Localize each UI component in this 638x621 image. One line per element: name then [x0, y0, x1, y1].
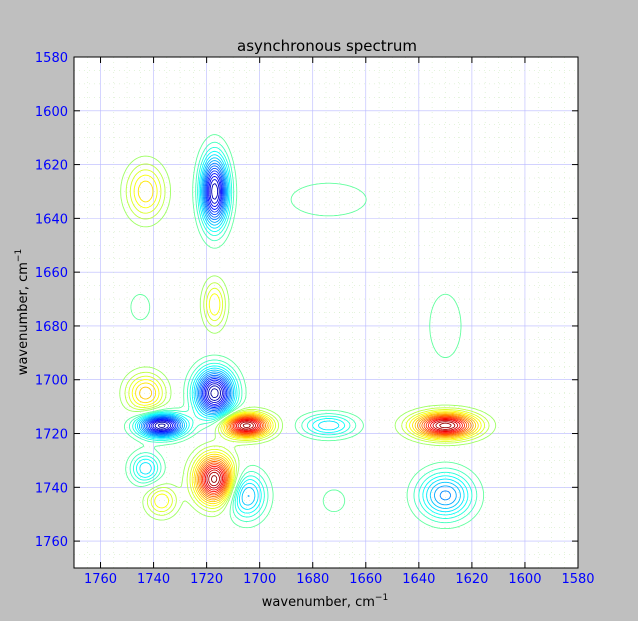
contour-line	[198, 414, 472, 499]
y-tick-label: 1740	[35, 481, 68, 496]
x-tick-label: 1700	[243, 572, 276, 587]
contour-line	[210, 422, 452, 483]
contour-line	[131, 174, 482, 509]
contour-line	[154, 183, 222, 430]
contour-line	[128, 169, 486, 513]
contour-line	[200, 416, 468, 496]
y-tick-label: 1620	[35, 159, 68, 174]
x-axis-label-exponent: −1	[375, 593, 388, 603]
x-tick-label: 1580	[561, 572, 594, 587]
plot-area	[73, 56, 579, 569]
x-tick-label: 1640	[402, 572, 435, 587]
contour-line	[135, 180, 479, 505]
contour-line	[119, 155, 497, 521]
x-axis-label-text: wavenumber, cm	[262, 595, 375, 610]
contour-line	[139, 386, 477, 503]
y-tick-label: 1600	[35, 105, 68, 120]
y-axis-label: wavenumber, cm−1	[14, 249, 31, 375]
contour-line	[138, 157, 461, 509]
y-tick-label: 1660	[35, 266, 68, 281]
plot-frame	[73, 56, 579, 569]
x-axis-label: wavenumber, cm−1	[262, 593, 388, 610]
contour-line	[202, 417, 466, 494]
y-tick-label: 1760	[35, 535, 68, 550]
y-tick-label: 1680	[35, 320, 68, 335]
chart-title: asynchronous spectrum	[237, 37, 417, 55]
y-tick-label: 1700	[35, 374, 68, 389]
contour-line	[144, 165, 230, 435]
contour-line	[145, 167, 229, 435]
contour-line	[123, 134, 485, 530]
contour-line	[137, 154, 465, 513]
contour-line	[150, 175, 225, 432]
y-tick-label: 1640	[35, 212, 68, 227]
contour-line	[204, 419, 461, 491]
contour-line	[132, 146, 473, 519]
contour-line	[203, 418, 463, 493]
x-tick-label: 1720	[190, 572, 223, 587]
x-tick-label: 1680	[296, 572, 329, 587]
y-tick-labels: 1580 1600 1620 1640 1660 1680 1700 1720 1740 1760	[35, 51, 68, 550]
x-tick-label: 1760	[84, 572, 117, 587]
contour-line	[157, 388, 219, 428]
x-tick-label: 1620	[455, 572, 488, 587]
x-tick-label: 1660	[349, 572, 382, 587]
contour-lines	[119, 134, 497, 530]
x-tick-labels: 1760 1740 1720 1700 1680 1660 1640 1620 1600 1580	[84, 572, 595, 587]
contour-line	[199, 415, 470, 498]
y-axis-label-exponent: −1	[14, 249, 24, 262]
y-tick-label: 1720	[35, 428, 68, 443]
contour-line	[124, 163, 490, 516]
contour-line	[206, 419, 459, 489]
contour-line	[152, 179, 223, 431]
contour-line	[128, 141, 478, 524]
contour-line	[147, 170, 228, 434]
contour-line	[140, 160, 457, 506]
y-axis-label-text: wavenumber, cm	[16, 262, 31, 375]
contour-line	[134, 150, 469, 516]
contour-line	[142, 162, 452, 501]
y-tick-label: 1580	[35, 51, 68, 66]
x-tick-label: 1740	[137, 572, 170, 587]
contour-line	[208, 421, 456, 487]
contour-line	[196, 413, 474, 501]
contour-line	[148, 173, 226, 433]
x-tick-label: 1600	[508, 572, 541, 587]
